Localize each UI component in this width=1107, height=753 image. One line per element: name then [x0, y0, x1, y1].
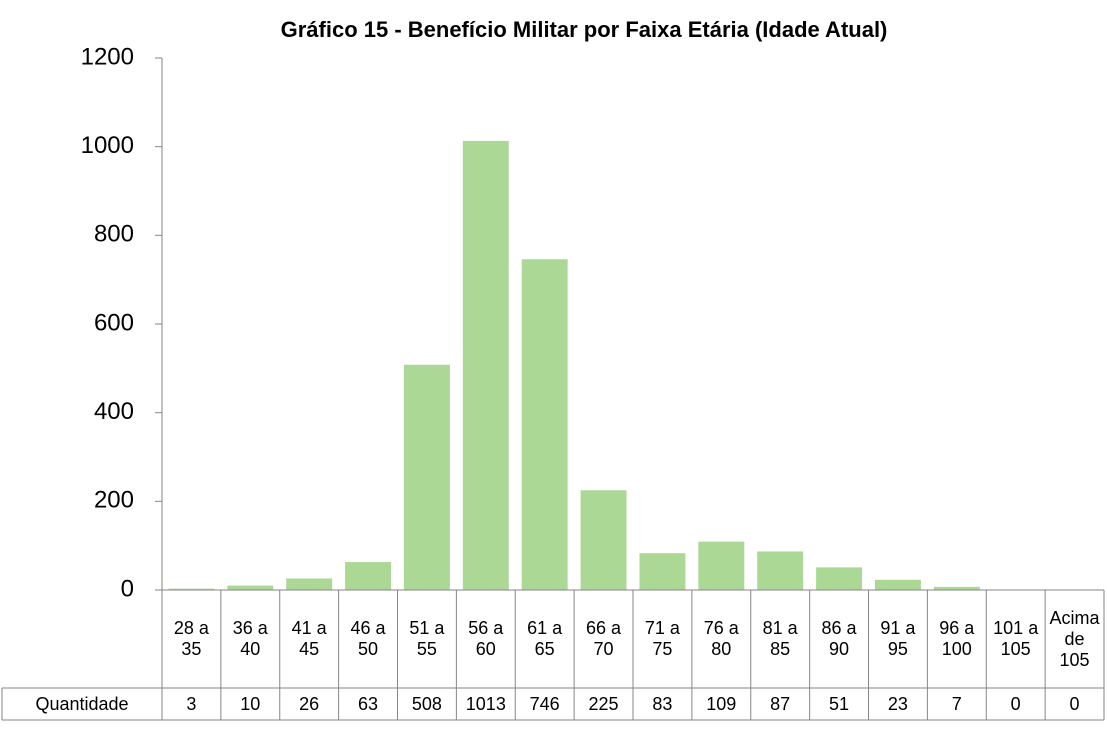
y-tick-label: 400: [94, 398, 134, 425]
bar: [580, 490, 627, 590]
table-value: 7: [951, 693, 962, 714]
bar: [345, 562, 392, 590]
y-tick-label: 1000: [81, 132, 134, 159]
bar: [286, 578, 333, 590]
category-label: Acima de 105: [1049, 607, 1100, 670]
table-value: 10: [240, 693, 261, 714]
category-label: 71 a 75: [644, 618, 680, 659]
category-label: 28 a 35: [173, 618, 209, 659]
y-tick-label: 800: [94, 221, 134, 248]
category-label: 36 a 40: [232, 618, 268, 659]
bar: [698, 541, 745, 590]
category-label: 76 a 80: [703, 618, 739, 659]
table-row-label: Quantidade: [35, 693, 129, 714]
category-label: 66 a 70: [586, 618, 622, 659]
table-value: 83: [652, 693, 673, 714]
table-value: 109: [706, 693, 737, 714]
table-value: 51: [829, 693, 850, 714]
table-value: 26: [299, 693, 320, 714]
table-value: 508: [411, 693, 442, 714]
table-value: 23: [887, 693, 908, 714]
table-value: 63: [358, 693, 379, 714]
y-tick-label: 200: [94, 487, 134, 514]
category-label: 86 a 90: [821, 618, 857, 659]
y-tick-label: 600: [94, 309, 134, 336]
y-tick-label: 0: [121, 575, 134, 602]
bar: [874, 579, 921, 590]
category-label: 56 a 60: [468, 618, 504, 659]
bar: [227, 585, 274, 590]
table-value: 225: [588, 693, 619, 714]
y-tick-label: 1200: [81, 43, 134, 70]
bar: [757, 551, 804, 590]
category-label: 41 a 45: [291, 618, 327, 659]
category-label: 46 a 50: [350, 618, 386, 659]
category-label: 51 a 55: [409, 618, 445, 659]
bar: [521, 259, 568, 590]
table-value: 3: [186, 693, 197, 714]
category-label: 91 a 95: [880, 618, 916, 659]
bar: [933, 586, 980, 590]
table-value: 87: [770, 693, 791, 714]
bar: [462, 140, 509, 591]
bar: [168, 588, 215, 590]
bar: [639, 553, 686, 590]
table-value: 0: [1010, 693, 1021, 714]
table-value: 0: [1069, 693, 1080, 714]
category-label: 81 a 85: [762, 618, 798, 659]
bar: [816, 567, 863, 590]
table-value: 1013: [465, 693, 506, 714]
category-label: 96 a 100: [939, 618, 975, 659]
bar: [403, 364, 450, 590]
table-value: 746: [529, 693, 560, 714]
category-label: 61 a 65: [527, 618, 563, 659]
category-label: 101 a 105: [993, 618, 1039, 659]
chart-title: Gráfico 15 - Benefício Militar por Faixa…: [281, 17, 888, 42]
